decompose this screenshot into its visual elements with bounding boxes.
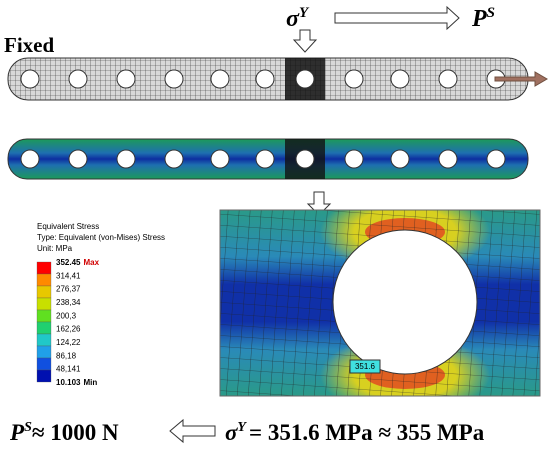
zoom-view (220, 210, 540, 396)
legend: 352.45 Max314,41276,37238,34200,3162,2612… (36, 258, 100, 387)
legend-label: 314,41 (56, 271, 81, 280)
equation-left: PS≈ 1000 N (9, 420, 119, 445)
sigma-sup: Y (299, 5, 310, 21)
eq-p: P (9, 420, 25, 445)
hole (344, 149, 364, 169)
legend-swatch (36, 321, 52, 335)
hole (116, 69, 136, 89)
legend-tag: Max (83, 258, 99, 267)
legend-label: 162,26 (56, 325, 81, 334)
hole (210, 149, 230, 169)
legend-label: 124,22 (56, 338, 81, 347)
legend-value: 352.45 (56, 258, 81, 267)
hole (164, 69, 184, 89)
right-arrow (334, 5, 460, 31)
load-arrow (494, 71, 548, 87)
legend-label: 10.103 Min (56, 378, 97, 387)
legend-swatch (36, 261, 52, 275)
hole (255, 149, 275, 169)
hole (68, 69, 88, 89)
legend-title: Equivalent Stress (37, 222, 99, 231)
hole (295, 149, 315, 169)
legend-value: 200,3 (56, 311, 77, 320)
stress-bar (7, 138, 529, 180)
legend-value: 124,22 (56, 338, 81, 347)
fixed-label: Fixed (4, 33, 54, 57)
legend-value: 48,141 (56, 365, 81, 374)
hole (344, 69, 364, 89)
legend-value: 314,41 (56, 271, 81, 280)
legend-label: 352.45 Max (56, 258, 100, 267)
hole (20, 149, 40, 169)
legend-swatch (36, 273, 52, 287)
legend-value: 10.103 (56, 378, 81, 387)
legend-label: 200,3 (56, 311, 77, 320)
hole (68, 149, 88, 169)
legend-value: 238,34 (56, 298, 81, 307)
eq-p-sup: S (24, 420, 32, 435)
eq-sigma-sup: Y (237, 420, 247, 435)
equation-right: σY = 351.6 MPa ≈ 355 MPa (225, 420, 485, 445)
legend-value: 276,37 (56, 285, 81, 294)
legend-unit: Unit: MPa (37, 244, 73, 253)
legend-type: Type: Equivalent (von-Mises) Stress (37, 233, 165, 242)
hole (116, 149, 136, 169)
zoom-frame (219, 209, 541, 397)
hole (486, 149, 506, 169)
legend-label: 276,37 (56, 285, 81, 294)
legend-label: 86,18 (56, 351, 77, 360)
legend-value: 86,18 (56, 351, 77, 360)
left-arrow (169, 418, 216, 444)
eq-sigma: σ (225, 420, 238, 445)
hole (438, 69, 458, 89)
legend-swatch (36, 333, 52, 347)
probe-label: 351.6 (355, 362, 376, 371)
hole (438, 149, 458, 169)
sigma: σ (286, 6, 300, 32)
eq-left-text: ≈ 1000 N (32, 420, 119, 445)
legend-tag: Min (83, 378, 97, 387)
down-arrow (292, 29, 318, 53)
mesh-bar (7, 57, 529, 101)
legend-swatch (36, 369, 52, 383)
p: P (471, 6, 487, 32)
hole (295, 69, 315, 89)
p-label: PS (471, 5, 495, 32)
hole (255, 69, 275, 89)
hole (20, 69, 40, 89)
probe-box (349, 359, 381, 374)
sigma-label: σY (286, 5, 310, 32)
p-sup: S (487, 5, 495, 21)
legend-swatch (36, 309, 52, 323)
legend-label: 238,34 (56, 298, 81, 307)
legend-label: 48,141 (56, 365, 81, 374)
legend-swatch (36, 357, 52, 371)
hole (390, 149, 410, 169)
hole (390, 69, 410, 89)
legend-swatch (36, 297, 52, 311)
hole (164, 149, 184, 169)
legend-swatch (36, 285, 52, 299)
legend-swatch (36, 345, 52, 359)
eq-right-text: = 351.6 MPa ≈ 355 MPa (249, 420, 485, 445)
legend-value: 162,26 (56, 325, 81, 334)
hole (210, 69, 230, 89)
